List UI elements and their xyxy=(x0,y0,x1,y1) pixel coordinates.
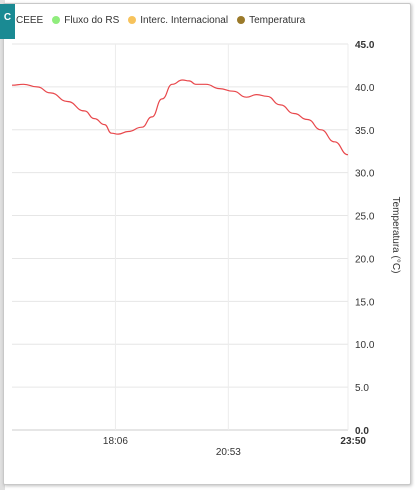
legend-label-ceee: CEEE xyxy=(16,14,44,26)
legend-item-ceee[interactable]: CEEE xyxy=(16,15,43,26)
legend-item-interc-internacional[interactable]: Interc. Internacional xyxy=(128,15,228,26)
series-line-temperatura[interactable] xyxy=(11,79,349,156)
chart-grid xyxy=(12,43,349,431)
chart-series xyxy=(11,79,349,156)
y-tick-label: 0.0 xyxy=(355,426,369,437)
y-tick-label: 35.0 xyxy=(355,126,375,137)
x-axis-tick-labels: 18:06 20:53 23:50 xyxy=(103,436,367,458)
x-tick-label: 23:50 xyxy=(340,436,366,447)
legend-label-temperatura: Temperatura xyxy=(249,14,306,26)
y-axis-tick-labels: 0.0 5.0 10.0 15.0 20.0 25.0 30.0 35.0 40.0 45.0 xyxy=(355,40,375,437)
y-axis-title: Temperatura (°C) xyxy=(390,197,401,274)
legend-marker-temperatura xyxy=(237,16,246,24)
y-tick-label: 40.0 xyxy=(355,83,375,94)
legend-marker-fluxo-rs xyxy=(52,16,61,24)
legend-label-fluxo-rs: Fluxo do RS xyxy=(64,14,120,26)
y-tick-label: 25.0 xyxy=(355,212,375,223)
y-tick-label: 45.0 xyxy=(355,40,375,51)
legend-item-fluxo-rs[interactable]: Fluxo do RS xyxy=(52,15,119,26)
legend-label-interc-internacional: Interc. Internacional xyxy=(140,14,229,26)
panel-tab[interactable]: C xyxy=(0,4,15,39)
y-tick-label: 20.0 xyxy=(355,254,375,265)
y-tick-label: 30.0 xyxy=(355,169,375,180)
x-tick-label: 20:53 xyxy=(216,447,241,458)
page-left-edge xyxy=(0,0,5,490)
legend-marker-interc-internacional xyxy=(128,16,137,24)
panel-tab-label: C xyxy=(3,12,12,23)
y-tick-label: 5.0 xyxy=(355,383,369,394)
x-tick-label: 18:06 xyxy=(103,436,128,447)
legend-item-temperatura[interactable]: Temperatura xyxy=(237,15,305,26)
chart-legend: CEEE Fluxo do RS Interc. Internacional T… xyxy=(16,12,305,28)
y-tick-label: 10.0 xyxy=(355,340,375,351)
chart-panel xyxy=(3,3,411,485)
y-tick-label: 15.0 xyxy=(355,297,375,308)
